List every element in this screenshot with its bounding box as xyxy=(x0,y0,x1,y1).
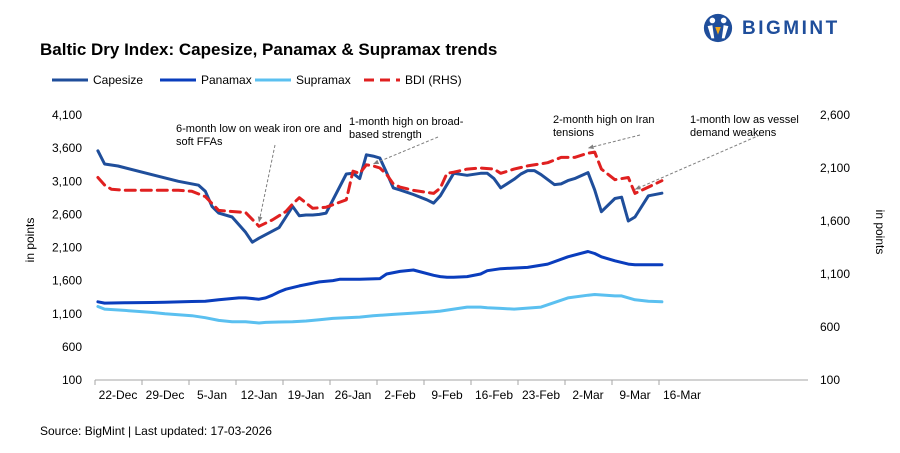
x-tick-label: 22-Dec xyxy=(99,388,138,402)
annotation-text: 1-month high on broad- xyxy=(349,116,464,128)
legend-label: Capesize xyxy=(93,73,143,87)
series-line-panamax xyxy=(96,250,664,305)
bigmint-logo-icon xyxy=(703,13,733,43)
y-tick-label-left: 2,600 xyxy=(52,207,82,221)
y-tick-label-left: 1,600 xyxy=(52,274,82,288)
annotation-text: based strength xyxy=(349,129,422,141)
y-tick-label-left: 4,100 xyxy=(52,108,82,122)
x-tick-label: 2-Feb xyxy=(384,388,416,402)
y-axis-label-left: in points xyxy=(23,218,37,263)
y-tick-label-right: 1,600 xyxy=(820,214,850,228)
x-tick-label: 9-Mar xyxy=(619,388,650,402)
x-tick-label: 29-Dec xyxy=(146,388,185,402)
x-tick-label: 5-Jan xyxy=(197,388,227,402)
x-tick-label: 19-Jan xyxy=(288,388,325,402)
y-tick-label-left: 2,100 xyxy=(52,241,82,255)
annotation-arrowhead xyxy=(373,159,380,164)
annotation-arrowhead xyxy=(257,216,263,223)
legend-label: Supramax xyxy=(296,73,351,87)
annotation-text: soft FFAs xyxy=(176,136,223,148)
y-tick-label-left: 3,100 xyxy=(52,174,82,188)
y-tick-label-left: 100 xyxy=(62,373,82,387)
annotation-arrow xyxy=(258,144,276,223)
y-tick-label-right: 1,100 xyxy=(820,267,850,281)
y-tick-label-right: 600 xyxy=(820,320,840,334)
annotation-arrowhead xyxy=(588,144,594,149)
y-axis-label-right: in points xyxy=(873,210,887,255)
series-line-supramax xyxy=(96,293,664,325)
annotation-text: 6-month low on weak iron ore and xyxy=(176,123,342,135)
legend-label: BDI (RHS) xyxy=(405,73,462,87)
y-tick-label-left: 1,100 xyxy=(52,307,82,321)
y-tick-label-right: 100 xyxy=(820,373,840,387)
y-tick-label-right: 2,600 xyxy=(820,108,850,122)
x-tick-label: 23-Feb xyxy=(522,388,560,402)
x-tick-label: 12-Jan xyxy=(241,388,278,402)
annotation-arrow xyxy=(372,136,439,165)
x-tick-label: 26-Jan xyxy=(335,388,372,402)
chart-title: Baltic Dry Index: Capesize, Panamax & Su… xyxy=(40,40,498,59)
y-tick-label-right: 2,100 xyxy=(820,161,850,175)
x-tick-label: 16-Mar xyxy=(663,388,701,402)
annotation-arrow xyxy=(634,134,761,190)
annotation-arrow xyxy=(587,134,641,149)
series-line-capesize xyxy=(96,149,664,244)
annotation-text: demand weakens xyxy=(690,127,777,139)
annotation-arrowhead xyxy=(635,185,641,190)
annotation-text: 2-month high on Iran xyxy=(553,114,655,126)
x-tick-label: 2-Mar xyxy=(572,388,603,402)
annotation-text: 1-month low as vessel xyxy=(690,114,799,126)
series-line-bdi-rhs xyxy=(96,150,664,228)
x-tick-label: 9-Feb xyxy=(431,388,463,402)
x-tick-label: 16-Feb xyxy=(475,388,513,402)
source-note: Source: BigMint | Last updated: 17-03-20… xyxy=(40,424,272,438)
brand-name: BIGMINT xyxy=(742,18,840,39)
annotation-text: tensions xyxy=(553,127,594,139)
y-tick-label-left: 600 xyxy=(62,340,82,354)
legend-label: Panamax xyxy=(201,73,252,87)
y-tick-label-left: 3,600 xyxy=(52,141,82,155)
